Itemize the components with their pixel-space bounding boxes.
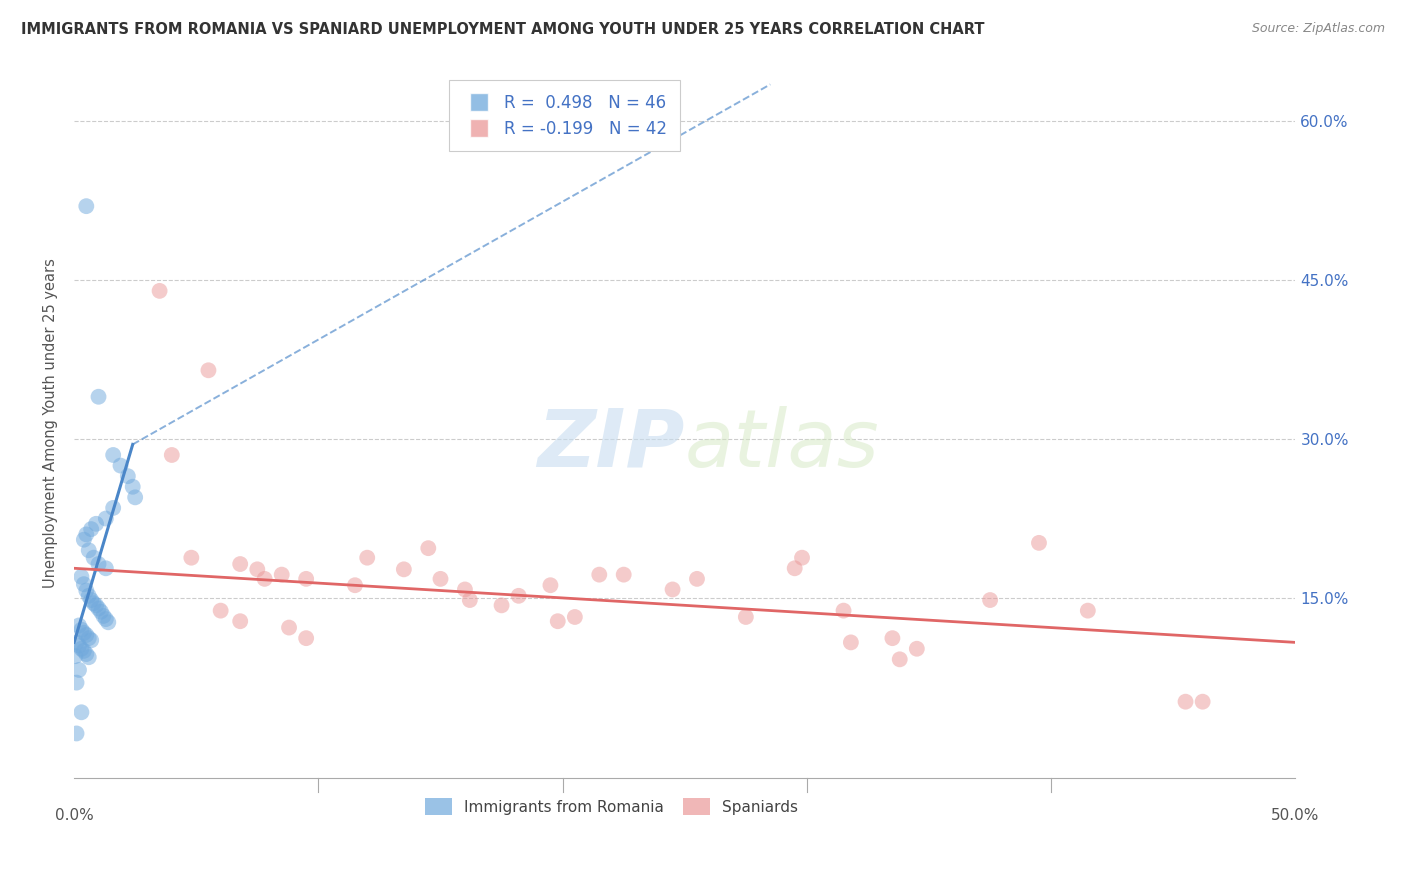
Point — [73, 577, 96, 591]
Text: 50.0%: 50.0% — [1271, 808, 1320, 823]
Point — [229, 614, 252, 628]
Point — [101, 448, 124, 462]
Point — [458, 593, 481, 607]
Point — [1174, 695, 1197, 709]
Point — [1191, 695, 1213, 709]
Point — [1077, 604, 1099, 618]
Point — [87, 601, 110, 615]
Point — [508, 589, 530, 603]
Point — [882, 631, 904, 645]
Point — [491, 599, 513, 613]
Point — [117, 469, 139, 483]
Point — [197, 363, 219, 377]
Point — [70, 623, 93, 637]
Point — [77, 589, 100, 603]
Point — [253, 572, 276, 586]
Point — [87, 390, 110, 404]
Point — [246, 562, 269, 576]
Point — [73, 644, 96, 658]
Point — [65, 726, 87, 740]
Point — [278, 621, 301, 635]
Point — [75, 199, 97, 213]
Point — [77, 650, 100, 665]
Point — [75, 628, 97, 642]
Point — [889, 652, 911, 666]
Point — [209, 604, 232, 618]
Point — [75, 647, 97, 661]
Point — [83, 596, 105, 610]
Text: atlas: atlas — [685, 406, 880, 483]
Point — [454, 582, 477, 597]
Point — [686, 572, 709, 586]
Point — [832, 604, 855, 618]
Point — [73, 533, 96, 547]
Point — [101, 500, 124, 515]
Point — [84, 516, 107, 531]
Text: 0.0%: 0.0% — [55, 808, 93, 823]
Point — [160, 448, 183, 462]
Point — [356, 550, 378, 565]
Point — [979, 593, 1001, 607]
Point — [84, 599, 107, 613]
Point — [80, 593, 103, 607]
Point — [67, 618, 90, 632]
Point — [70, 641, 93, 656]
Point — [418, 541, 440, 556]
Text: ZIP: ZIP — [537, 406, 685, 483]
Point — [588, 567, 610, 582]
Point — [343, 578, 366, 592]
Point — [124, 491, 146, 505]
Point — [661, 582, 683, 597]
Text: IMMIGRANTS FROM ROMANIA VS SPANIARD UNEMPLOYMENT AMONG YOUTH UNDER 25 YEARS CORR: IMMIGRANTS FROM ROMANIA VS SPANIARD UNEM… — [21, 22, 984, 37]
Point — [839, 635, 862, 649]
Point — [613, 567, 636, 582]
Point — [70, 706, 93, 720]
Point — [905, 641, 928, 656]
Point — [65, 675, 87, 690]
Point — [110, 458, 132, 473]
Point — [229, 557, 252, 571]
Point — [67, 663, 90, 677]
Point — [94, 612, 117, 626]
Point — [90, 605, 112, 619]
Point — [94, 561, 117, 575]
Point — [97, 615, 120, 630]
Point — [80, 633, 103, 648]
Point — [538, 578, 561, 592]
Point — [429, 572, 451, 586]
Point — [70, 570, 93, 584]
Point — [392, 562, 415, 576]
Point — [1028, 536, 1050, 550]
Point — [295, 572, 318, 586]
Point — [83, 550, 105, 565]
Point — [67, 639, 90, 653]
Point — [65, 635, 87, 649]
Point — [547, 614, 569, 628]
Point — [270, 567, 292, 582]
Y-axis label: Unemployment Among Youth under 25 years: Unemployment Among Youth under 25 years — [44, 259, 58, 588]
Legend: Immigrants from Romania, Spaniards: Immigrants from Romania, Spaniards — [419, 791, 804, 822]
Point — [77, 631, 100, 645]
Point — [180, 550, 202, 565]
Point — [564, 610, 586, 624]
Point — [80, 522, 103, 536]
Text: Source: ZipAtlas.com: Source: ZipAtlas.com — [1251, 22, 1385, 36]
Point — [783, 561, 806, 575]
Point — [149, 284, 172, 298]
Point — [295, 631, 318, 645]
Point — [77, 543, 100, 558]
Point — [121, 480, 143, 494]
Point — [734, 610, 756, 624]
Point — [94, 511, 117, 525]
Point — [65, 649, 87, 664]
Point — [75, 583, 97, 598]
Point — [75, 527, 97, 541]
Point — [87, 557, 110, 571]
Point — [93, 609, 115, 624]
Point — [73, 625, 96, 640]
Point — [790, 550, 813, 565]
